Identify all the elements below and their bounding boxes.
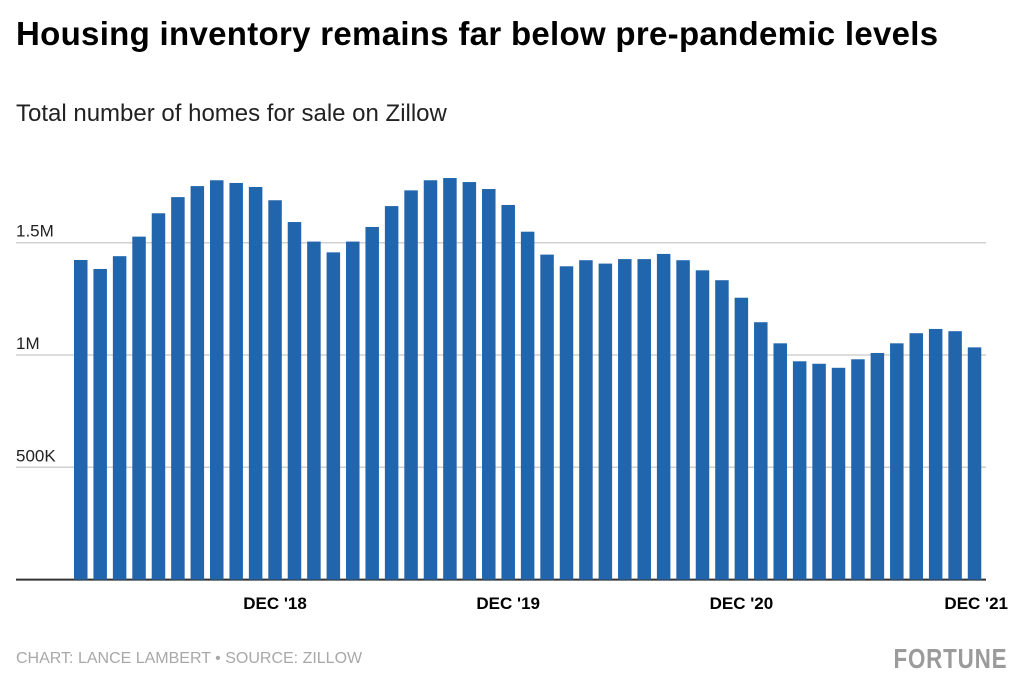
bar — [151, 213, 166, 580]
bar — [520, 231, 535, 580]
bar — [93, 268, 107, 580]
bar — [248, 186, 263, 580]
bar — [74, 259, 88, 580]
bar — [501, 204, 515, 580]
bar — [579, 260, 593, 580]
fortune-logo: FORTUNE — [893, 643, 1007, 674]
bar — [171, 197, 185, 580]
y-tick-label: 1.5M — [16, 222, 54, 241]
bar — [210, 180, 224, 580]
bar — [287, 222, 302, 580]
bar — [462, 182, 477, 580]
bar — [268, 200, 282, 580]
bar — [618, 259, 632, 580]
bar — [365, 226, 379, 580]
bar — [190, 186, 205, 580]
bar — [831, 367, 846, 580]
bar — [695, 270, 710, 580]
bar — [404, 190, 418, 580]
bar — [754, 322, 768, 580]
bar-chart: 500K 1M 1.5M DEC '18 DEC '19 DEC '20 DEC '21 — [16, 178, 1008, 613]
bar — [307, 241, 321, 580]
chart-credit: CHART: LANCE LAMBERT • SOURCE: ZILLOW — [16, 650, 363, 667]
bar — [870, 352, 885, 580]
bar — [734, 297, 749, 580]
bar — [928, 328, 943, 580]
y-tick-label: 1M — [16, 334, 40, 353]
bar — [715, 280, 729, 580]
bar — [812, 363, 826, 580]
bar — [482, 189, 496, 580]
bar — [384, 206, 399, 580]
bar — [773, 343, 787, 580]
bar — [948, 331, 962, 580]
chart-subtitle: Total number of homes for sale on Zillow — [16, 100, 447, 127]
bar — [637, 259, 651, 580]
bar — [967, 347, 982, 580]
bar — [423, 180, 438, 580]
bar — [890, 343, 904, 580]
bar — [851, 359, 865, 580]
bar — [676, 260, 690, 580]
x-tick-label: DEC '21 — [944, 594, 1008, 613]
bar — [132, 236, 146, 580]
bar — [229, 182, 243, 580]
bar — [792, 361, 807, 580]
bar — [326, 252, 341, 580]
bar — [540, 254, 554, 580]
chart-title: Housing inventory remains far below pre-… — [16, 15, 939, 52]
bar — [443, 178, 457, 580]
x-tick-label: DEC '20 — [710, 594, 774, 613]
bar — [112, 256, 127, 580]
bar — [598, 263, 613, 580]
bar — [656, 253, 671, 580]
x-tick-label: DEC '19 — [476, 594, 540, 613]
y-tick-label: 500K — [16, 446, 56, 465]
bar — [909, 333, 923, 580]
x-tick-label: DEC '18 — [243, 594, 307, 613]
bar — [346, 241, 360, 580]
bar — [559, 266, 574, 580]
